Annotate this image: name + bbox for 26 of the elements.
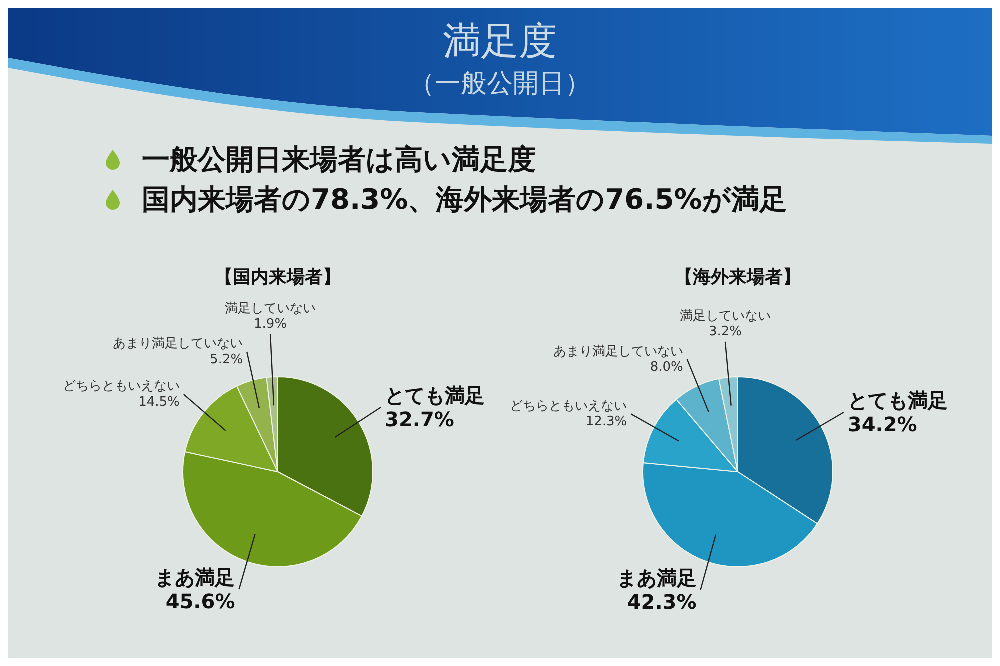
data-label: 1.9% [254, 317, 288, 332]
data-label: 12.3% [586, 414, 628, 430]
data-label: 3.2% [708, 324, 742, 340]
data-label: 45.6% [166, 589, 236, 614]
chart-title: 【国内来場者】 [215, 267, 341, 288]
slice-label: 満足していない [680, 309, 771, 324]
data-label: 42.3% [627, 590, 697, 614]
data-label: 5.2% [210, 352, 244, 368]
slice-label: とても満足 [385, 383, 486, 408]
slice-label: あまり満足していない [113, 336, 244, 352]
slice-label: まあ満足 [616, 566, 697, 590]
data-label: 34.2% [848, 412, 918, 436]
slice-label: とても満足 [848, 388, 948, 412]
text: 一般公開日来場者は高い満足度 [142, 143, 536, 176]
data-label: 32.7% [385, 407, 454, 432]
slice-label: 満足していない [225, 301, 316, 316]
data-label: 8.0% [650, 360, 684, 375]
slice-label: まあ満足 [155, 565, 236, 590]
slice-label: どちらともいえない [62, 379, 180, 394]
text: 国内来場者の78.3%、海外来場者の76.5%が満足 [142, 183, 788, 216]
slice-label: どちらともいえない [510, 398, 628, 414]
slice-label: あまり満足していない [553, 344, 684, 360]
chart-title: 【海外来場者】 [675, 267, 801, 288]
data-label: 14.5% [138, 394, 180, 410]
text: 満足度 [443, 19, 557, 63]
text: （一般公開日） [409, 69, 591, 99]
